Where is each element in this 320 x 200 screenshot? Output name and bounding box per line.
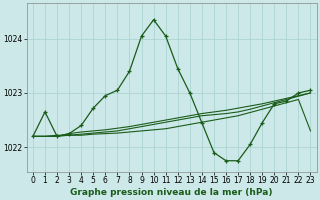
X-axis label: Graphe pression niveau de la mer (hPa): Graphe pression niveau de la mer (hPa): [70, 188, 273, 197]
